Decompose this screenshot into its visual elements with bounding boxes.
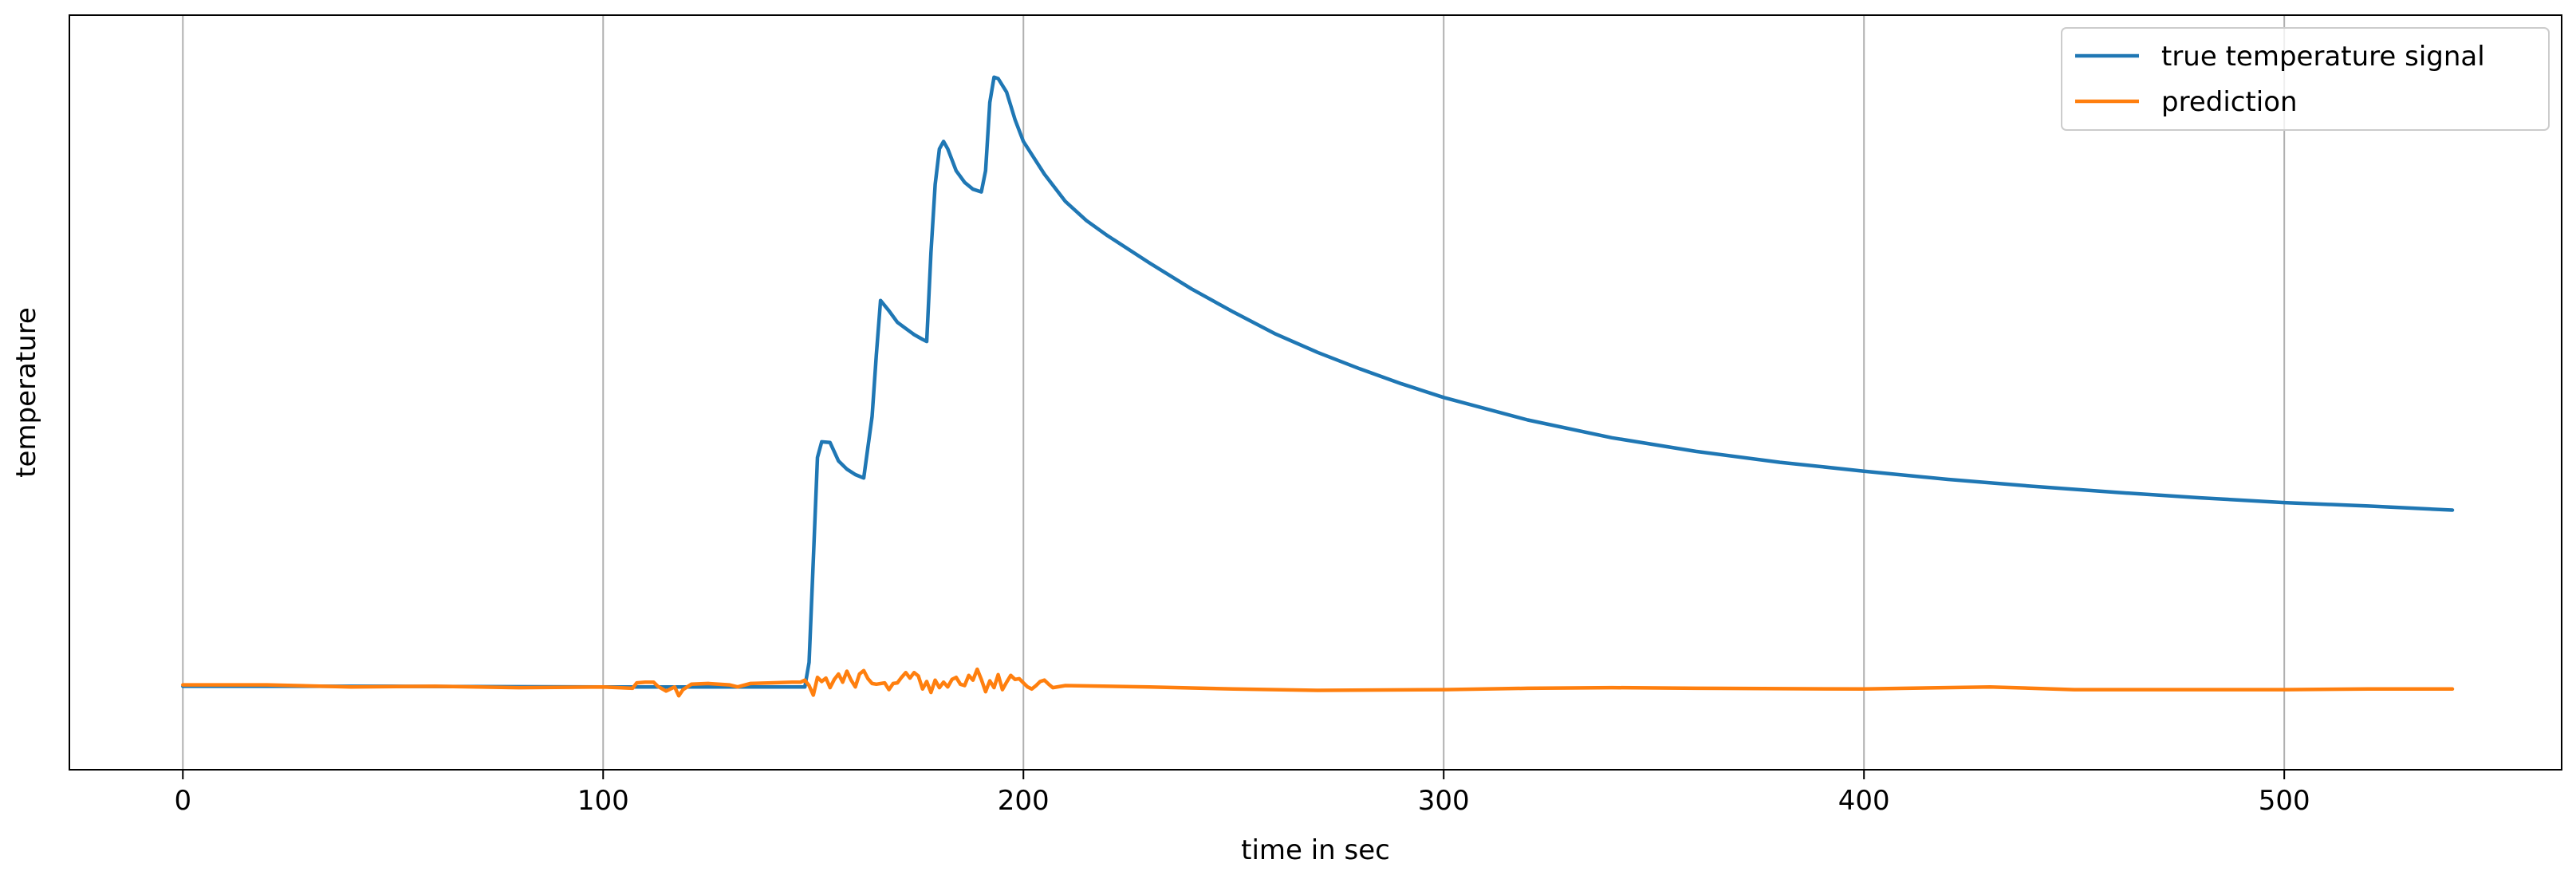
x-tick-label: 400 xyxy=(1838,785,1890,817)
x-tick-label: 500 xyxy=(2259,785,2310,817)
series-layer xyxy=(181,75,2455,698)
legend: true temperature signal prediction xyxy=(2061,27,2550,131)
x-ticks: 0 100 200 300 400 500 xyxy=(174,770,2310,817)
x-tick-label: 200 xyxy=(998,785,1050,817)
x-axis-label: time in sec xyxy=(1241,834,1390,866)
axes-frame xyxy=(69,14,2562,771)
y-axis-label: temperature xyxy=(10,307,42,478)
x-tick-label: 0 xyxy=(174,785,191,817)
series-line-true-temperature-signal xyxy=(181,75,2455,689)
series-line-prediction xyxy=(181,667,2455,698)
x-tick-label: 100 xyxy=(577,785,629,817)
legend-label-true-temperature-signal: true temperature signal xyxy=(2161,41,2485,73)
legend-label-prediction: prediction xyxy=(2161,86,2298,118)
x-tick-label: 300 xyxy=(1418,785,1470,817)
legend-box xyxy=(2061,27,2550,131)
